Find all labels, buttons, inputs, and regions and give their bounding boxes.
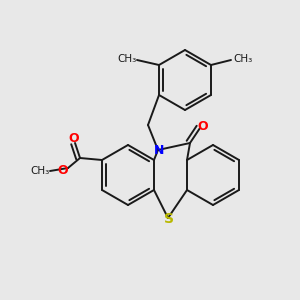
Text: CH₃: CH₃ [30,166,50,176]
Text: CH₃: CH₃ [233,54,253,64]
Text: O: O [69,133,79,146]
Text: O: O [58,164,68,178]
Text: O: O [198,119,208,133]
Text: CH₃: CH₃ [117,54,136,64]
Text: S: S [164,212,174,226]
Text: N: N [154,143,164,157]
